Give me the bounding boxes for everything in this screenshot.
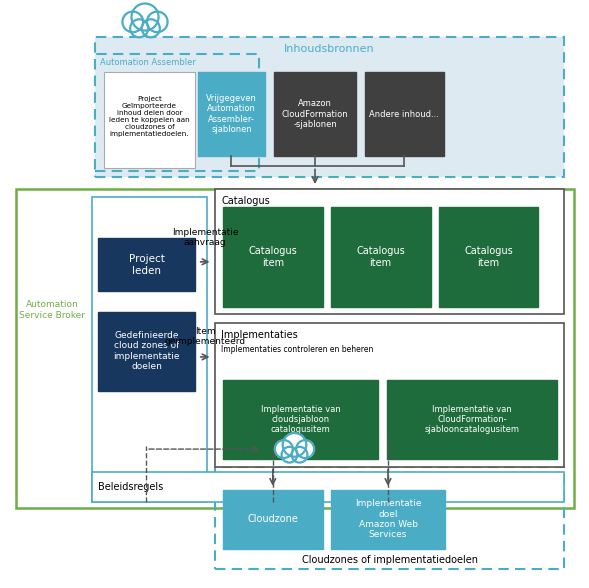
Text: Andere inhoud...: Andere inhoud...	[369, 109, 439, 119]
Bar	[98, 238, 195, 291]
Circle shape	[296, 440, 314, 458]
Bar	[98, 312, 195, 390]
Text: Project
leden: Project leden	[128, 254, 164, 276]
Bar	[16, 189, 574, 507]
Bar	[387, 380, 557, 459]
Text: Automation Assembler: Automation Assembler	[100, 58, 196, 67]
Text: Inhoudsbronnen: Inhoudsbronnen	[284, 44, 375, 54]
Text: Amazon
CloudFormation
-sjablonen: Amazon CloudFormation -sjablonen	[282, 99, 348, 129]
Bar	[92, 473, 564, 502]
Text: Implementaties controleren en beheren: Implementaties controleren en beheren	[221, 346, 373, 355]
Circle shape	[131, 4, 158, 31]
Text: Implementatie
aanvraag: Implementatie aanvraag	[172, 228, 239, 247]
Text: Gedefinieerde
cloud zones of
implementatie
doelen: Gedefinieerde cloud zones of implementat…	[113, 331, 180, 371]
Bar	[223, 490, 323, 549]
Text: Item
geïmplementeerd: Item geïmplementeerd	[164, 327, 246, 346]
Bar	[216, 323, 564, 467]
Circle shape	[147, 12, 168, 32]
Bar	[365, 72, 444, 156]
Text: Project
Geïmporteerde
inhoud delen door
leden te koppelen aan
cloudzones of
impl: Project Geïmporteerde inhoud delen door …	[109, 96, 190, 138]
Text: Cloudzones of implementatiedoelen: Cloudzones of implementatiedoelen	[302, 555, 478, 565]
Bar	[216, 189, 564, 315]
Circle shape	[275, 440, 293, 458]
Text: Implementatie
doel
Amazon Web
Services: Implementatie doel Amazon Web Services	[355, 499, 421, 539]
Text: Implementaties: Implementaties	[221, 330, 298, 340]
Bar	[216, 467, 564, 569]
Bar	[95, 36, 564, 177]
Text: Catalogus
item: Catalogus item	[356, 246, 405, 268]
Bar	[92, 198, 207, 502]
Bar	[439, 208, 538, 307]
Text: Implementatie van
CloudFormation-
sjablooncatalogusitem: Implementatie van CloudFormation- sjablo…	[425, 405, 519, 435]
Bar	[198, 72, 265, 156]
Text: Beleidsregels: Beleidsregels	[98, 482, 163, 492]
Circle shape	[282, 447, 297, 463]
Bar	[331, 208, 431, 307]
Text: Automation
Service Broker: Automation Service Broker	[19, 300, 85, 319]
Circle shape	[283, 433, 306, 457]
Text: Catalogus
item: Catalogus item	[464, 246, 513, 268]
Text: Catalogus: Catalogus	[221, 196, 270, 206]
Bar	[223, 380, 378, 459]
Bar	[104, 72, 195, 168]
Bar	[274, 72, 356, 156]
Text: Cloudzone: Cloudzone	[247, 514, 298, 524]
Circle shape	[292, 447, 307, 463]
Bar	[95, 54, 259, 171]
Text: Implementatie van
cloudsjabloon
catalogusitem: Implementatie van cloudsjabloon catalogu…	[261, 405, 340, 435]
Bar	[223, 208, 323, 307]
Circle shape	[130, 19, 148, 37]
Text: Vrijgegeven
Automation
Assembler-
sjablonen: Vrijgegeven Automation Assembler- sjablo…	[206, 94, 257, 134]
Text: Catalogus
item: Catalogus item	[249, 246, 297, 268]
Circle shape	[123, 12, 143, 32]
Bar	[331, 490, 445, 549]
Circle shape	[142, 19, 160, 37]
